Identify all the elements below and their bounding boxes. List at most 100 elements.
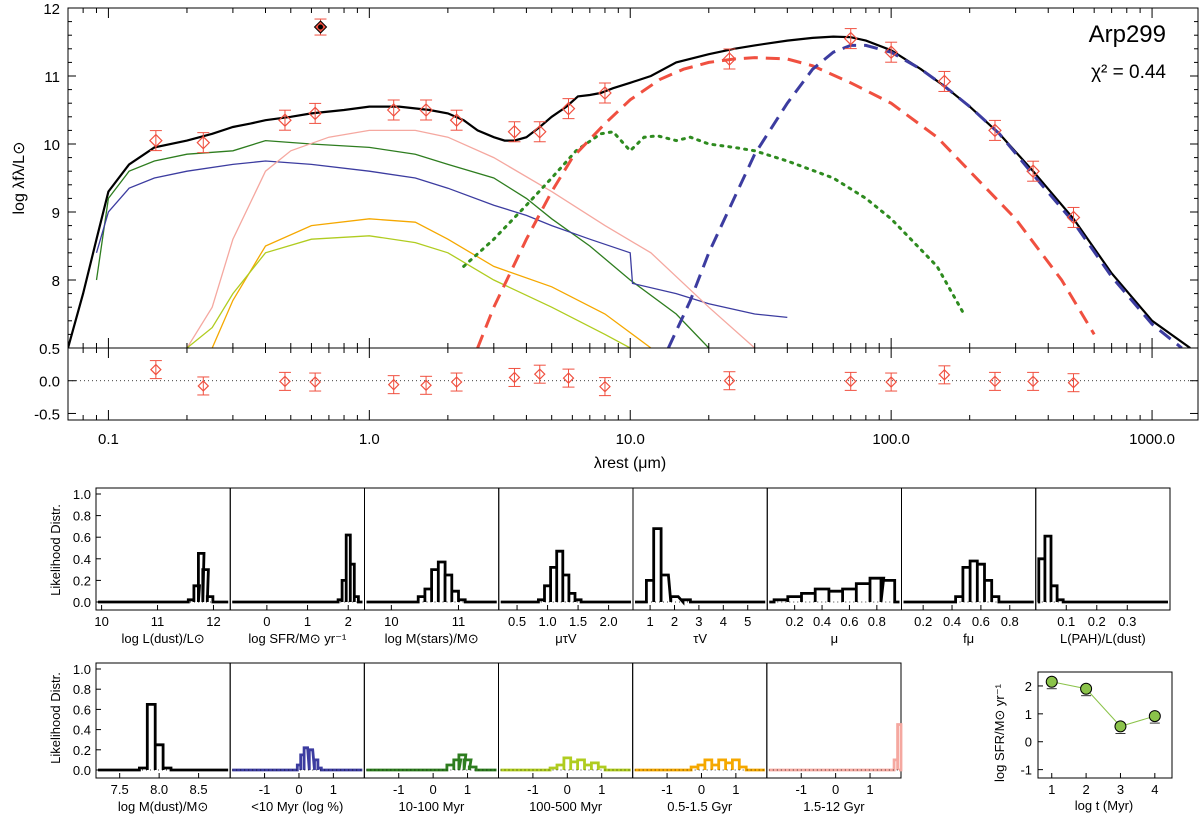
sed-point	[884, 45, 898, 60]
sed-outlier-dot	[318, 24, 324, 30]
hist-panel-label: μ	[831, 631, 839, 646]
hist-xtick-label: 1.0	[539, 614, 557, 629]
sed-ytick-label: 8	[52, 273, 60, 290]
hist-panel-frame	[498, 662, 634, 779]
sed-line-attenuated_stars	[95, 139, 710, 348]
sfh-xtick-label: 4	[1151, 782, 1158, 797]
hist-panel-label: log L(dust)/L⊙	[122, 631, 205, 646]
hist-xtick-label: 0.6	[972, 614, 990, 629]
hist-panel-frame	[632, 662, 768, 779]
residual-point	[450, 376, 463, 388]
hist-panel-label: 100-500 Myr	[529, 799, 603, 814]
hist-xtick-label: 1	[330, 782, 337, 797]
hist-panel-frame	[1035, 487, 1171, 611]
hist-ytick-label: 1.0	[73, 662, 91, 677]
residual-point	[989, 375, 1001, 388]
hist-xtick-label: 8.5	[190, 782, 208, 797]
residual-point	[599, 380, 611, 393]
hist-ytick-label: 0.8	[73, 509, 91, 524]
sfh-ytick-label: 1	[1025, 707, 1032, 722]
sed-point	[598, 86, 612, 100]
hist-step	[232, 533, 363, 604]
hist-ytick-label: 0.4	[73, 723, 91, 738]
hist-xtick-label: 11	[452, 614, 466, 629]
hist-panel-frame	[766, 662, 902, 779]
sed-point	[1026, 164, 1040, 179]
sed-point	[1066, 210, 1081, 225]
sed-ytick-label: 11	[44, 69, 60, 86]
hist-xtick-label: -1	[259, 782, 271, 797]
sed-point	[419, 103, 433, 117]
x-tick-label: 0.1	[98, 431, 119, 448]
hist-xtick-label: 0.5	[508, 614, 526, 629]
hist-xtick-label: 0.6	[840, 614, 858, 629]
sfh-xtick-label: 2	[1082, 782, 1089, 797]
hist-panel-label: 1.5-12 Gyr	[803, 799, 865, 814]
sed-frame	[67, 7, 1199, 349]
hist-panel-frame	[95, 487, 231, 611]
hist-step	[98, 703, 229, 772]
hist-ytick-label: 0.0	[73, 595, 91, 610]
sfh-point	[1114, 720, 1127, 733]
hist-xtick-label: 2.0	[600, 614, 618, 629]
hist-xtick-label: 1	[732, 782, 739, 797]
hist-panel-label: τV	[693, 631, 707, 646]
hist-xtick-label: 10	[384, 614, 398, 629]
hist-xtick-label: 3	[695, 614, 702, 629]
sed-line-young_stars_2	[211, 218, 655, 348]
hist-xtick-label: 0.2	[786, 614, 804, 629]
hist-ytick-label: 0.6	[73, 530, 91, 545]
residual-ytick-label: -0.5	[34, 406, 60, 423]
hist-xtick-label: 8.0	[150, 782, 168, 797]
residual-point	[844, 375, 857, 388]
x-tick-label: 10.0	[616, 431, 645, 448]
sed-point	[507, 124, 522, 139]
hist-ytick-label: 0.2	[73, 743, 91, 758]
hist-xtick-label: 4	[720, 614, 727, 629]
sed-point	[308, 106, 323, 121]
chi2-annotation: χ² = 0.44	[1091, 62, 1166, 83]
sfh-panel: 2 1 0 -1 1 2 3 4	[1020, 671, 1173, 797]
residual-ytick-label: 0.0	[39, 374, 60, 391]
hist-panel-label: fμ	[963, 631, 974, 646]
hist-ytick-label: 1.0	[73, 487, 91, 502]
residual-panel: 0.5 0.0 -0.5 0.1 1.0 10.0 100.0 1000.0	[34, 8, 1199, 448]
hist-xtick-label: 12	[206, 614, 220, 629]
sed-ytick-label: 12	[43, 1, 60, 18]
sed-point	[561, 101, 576, 116]
sfh-ytick-label: 2	[1025, 679, 1032, 694]
hist-panel-frame	[363, 662, 500, 779]
hist-xtick-label: 1	[646, 614, 653, 629]
sed-point	[196, 135, 211, 150]
hist-panel-label: log M(stars)/M⊙	[385, 631, 479, 646]
hist-step	[634, 758, 765, 772]
residual-ytick-label: 0.5	[39, 341, 60, 358]
hist-step	[98, 552, 229, 604]
x-tick-label: 1000.0	[1129, 431, 1175, 448]
hist-panel-label: 10-100 Myr	[399, 799, 465, 814]
hist-xtick-label: 10	[94, 614, 108, 629]
sfh-frame	[1037, 671, 1173, 779]
sfh-point	[1148, 710, 1161, 723]
sfh-xtick-label: 1	[1048, 782, 1055, 797]
hist-xtick-label: 0.4	[813, 614, 831, 629]
sed-point	[988, 123, 1002, 138]
sed-ylabel: log λfλ/L⊙	[11, 142, 28, 215]
hist-ytick-label: 0.4	[73, 552, 91, 567]
hist-xtick-label: 1	[464, 782, 471, 797]
hist-xtick-label: 0.1	[1057, 614, 1075, 629]
hist-ytick-label: 0.8	[73, 682, 91, 697]
hist-xtick-label: 0	[832, 782, 839, 797]
hist-panel-label: <10 Myr (log %)	[251, 799, 343, 814]
sfh-point	[1080, 682, 1093, 695]
hist-xtick-label: 0.4	[943, 614, 961, 629]
residual-point	[562, 372, 575, 384]
sed-line-unattenuated_stars	[95, 160, 788, 319]
hist-panel-label: log SFR/M⊙ yr⁻¹	[248, 631, 347, 646]
sfh-xlabel: log t (Myr)	[1075, 798, 1134, 813]
hist-step	[500, 756, 631, 772]
hist-xtick-label: 0.8	[1001, 614, 1019, 629]
sed-line-pah	[462, 130, 966, 316]
hist-xtick-label: 0	[698, 782, 705, 797]
